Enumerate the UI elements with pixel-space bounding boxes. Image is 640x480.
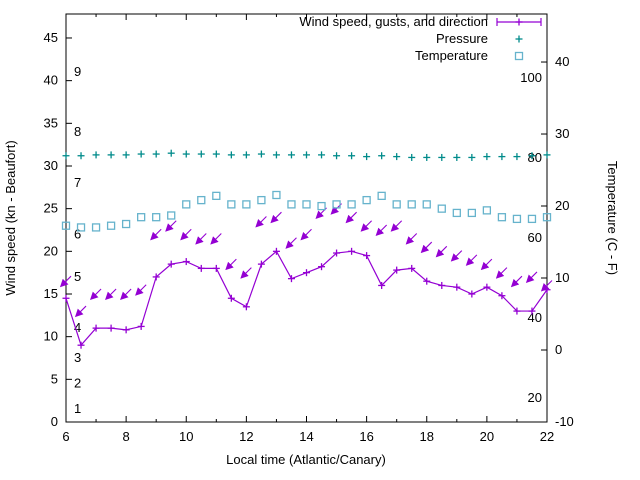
pressure-series [62,149,551,161]
wind-speed-series [62,247,551,349]
temperature-series [61,190,552,232]
x-tick-label: 20 [480,429,494,444]
y-left-tick-label: 15 [44,286,58,301]
beaufort-scale-label: 8 [74,124,81,139]
fahrenheit-scale-label: 20 [528,390,542,405]
beaufort-scale-label: 1 [74,401,81,416]
y-right-tick-label: 30 [555,126,569,141]
y-left-axis-title: Wind speed (kn - Beaufort) [3,140,18,295]
y-left-tick-label: 45 [44,30,58,45]
y-right-tick-label: 10 [555,270,569,285]
legend-label-wind: Wind speed, gusts, and direction [299,14,488,29]
fahrenheit-scale-label: 80 [528,150,542,165]
y-right-tick-label: 40 [555,54,569,69]
legend-label-pressure: Pressure [436,31,488,46]
x-tick-label: 14 [299,429,313,444]
wind-direction-arrows [59,203,553,318]
beaufort-scale-label: 4 [74,320,81,335]
data-series [59,149,553,349]
x-tick-label: 10 [179,429,193,444]
beaufort-scale-label: 6 [74,226,81,241]
legend-samples [496,18,542,61]
beaufort-scale-label: 3 [74,350,81,365]
legend-label-temperature: Temperature [415,48,488,63]
y-left-tick-label: 25 [44,201,58,216]
fahrenheit-scale-label: 100 [520,70,542,85]
legend: Wind speed, gusts, and direction Pressur… [299,14,542,63]
axis-ticks [65,14,548,423]
x-tick-label: 8 [123,429,130,444]
y-left-tick-label: 0 [51,414,58,429]
y-right-tick-label: 0 [555,342,562,357]
x-tick-label: 12 [239,429,253,444]
y-left-tick-label: 10 [44,329,58,344]
beaufort-scale-label: 7 [74,175,81,190]
fahrenheit-scale-label: 40 [528,310,542,325]
y-left-tick-label: 5 [51,371,58,386]
y-right-tick-label: 20 [555,198,569,213]
beaufort-scale-label: 2 [74,376,81,391]
y-left-tick-label: 40 [44,73,58,88]
y-right-axis-title: Temperature (C - F) [605,161,620,275]
fahrenheit-scale-label: 60 [528,230,542,245]
y-left-tick-label: 20 [44,243,58,258]
x-tick-label: 22 [540,429,554,444]
beaufort-scale-label: 5 [74,269,81,284]
y-left-tick-label: 35 [44,115,58,130]
axis-tick-labels: 6 8 10 12 14 16 18 20 22051015202530354045-10010… [44,30,574,444]
x-tick-label: 6 [62,429,69,444]
x-tick-label: 18 [420,429,434,444]
scale-inner-labels: 1 2 3 4 5 6 7 8 9 20 40 60 80 100 [74,64,542,416]
x-axis-title: Local time (Atlantic/Canary) [226,452,386,467]
y-left-tick-label: 30 [44,158,58,173]
y-right-tick-label: -10 [555,414,574,429]
beaufort-scale-label: 9 [74,64,81,79]
x-tick-label: 16 [359,429,373,444]
